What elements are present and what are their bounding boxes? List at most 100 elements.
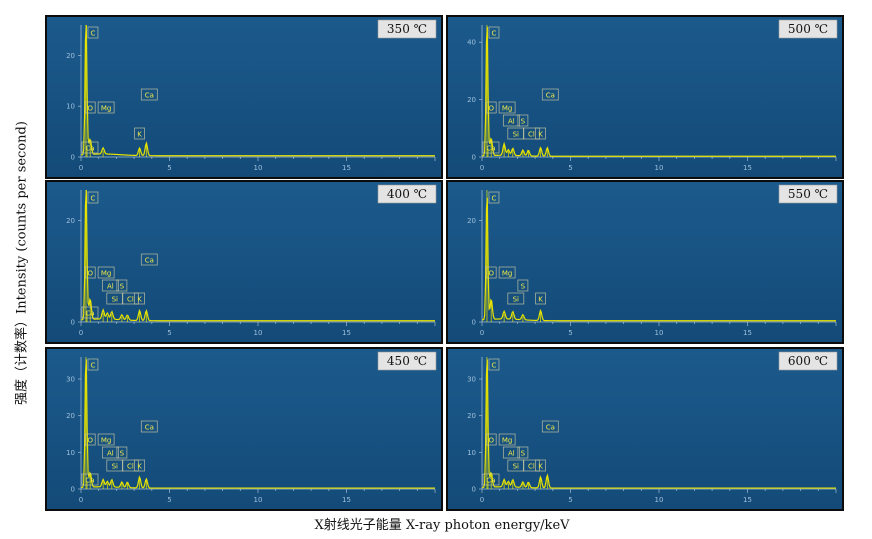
x-tick-label: 5 <box>568 164 572 172</box>
y-tick-label: 10 <box>66 103 75 111</box>
element-tag-o: O <box>87 270 93 278</box>
spectrum-panel: 0 5 10 15 0 20 C O Mg SiS K 550 ℃ <box>446 180 844 344</box>
element-tag-box <box>502 446 520 459</box>
element-tag-box <box>87 358 99 371</box>
temperature-label: 500 ℃ <box>788 22 828 36</box>
y-tick-label: 0 <box>472 319 476 327</box>
x-tick-label: 10 <box>254 329 263 337</box>
element-tag-box <box>485 433 497 446</box>
element-tag-al: Al <box>107 283 114 291</box>
element-tag-box <box>121 292 139 305</box>
spectrum-line <box>481 197 836 322</box>
element-tag-box <box>522 459 540 472</box>
element-tag-o: O <box>488 105 494 113</box>
x-tick-label: 0 <box>79 496 83 504</box>
element-tag-ca: Ca <box>85 477 94 485</box>
y-tick-label: 20 <box>467 96 476 104</box>
element-tag-box <box>517 279 529 292</box>
y-tick-label: 30 <box>467 376 476 384</box>
temperature-box <box>778 184 838 204</box>
x-tick-label: 5 <box>568 496 572 504</box>
element-tag-si: Si <box>513 131 519 139</box>
element-tag-s: S <box>120 283 125 291</box>
element-tag-al: Al <box>107 450 114 458</box>
x-tick-label: 15 <box>342 164 351 172</box>
element-tag-cl: Cl <box>528 463 535 471</box>
element-tag-k: K <box>538 131 543 139</box>
y-tick-label: 0 <box>472 486 476 494</box>
element-tag-box <box>488 26 500 39</box>
element-tag-s: S <box>521 118 526 126</box>
element-tag-box <box>116 446 128 459</box>
element-tag-cl: Cl <box>127 463 134 471</box>
x-tick-label: 5 <box>167 496 171 504</box>
element-tag-box <box>507 292 525 305</box>
element-tag-box <box>81 473 99 486</box>
element-tag-box <box>97 266 115 279</box>
element-tag-mg: Mg <box>101 437 111 445</box>
spectrum-line <box>481 359 836 489</box>
x-tick-label: 15 <box>342 329 351 337</box>
x-tick-label: 0 <box>79 329 83 337</box>
y-tick-label: 0 <box>71 154 75 162</box>
temperature-box <box>377 351 437 371</box>
panel-background <box>47 182 441 342</box>
y-tick-label: 0 <box>71 319 75 327</box>
element-tag-box <box>87 26 99 39</box>
element-tag-ca: Ca <box>85 310 94 318</box>
spectrum-line <box>80 24 435 157</box>
element-tag-k: K <box>137 296 142 304</box>
spectrum-line <box>481 26 836 157</box>
x-tick-label: 0 <box>480 164 484 172</box>
element-tag-box <box>106 459 124 472</box>
element-tag-box <box>507 459 525 472</box>
spectrum-line <box>80 359 435 489</box>
x-tick-label: 15 <box>342 496 351 504</box>
temperature-label: 550 ℃ <box>788 187 828 201</box>
element-tag-box <box>507 127 525 140</box>
element-tag-cl: Cl <box>528 131 535 139</box>
element-tag-mg: Mg <box>101 105 111 113</box>
element-tag-o: O <box>87 105 93 113</box>
element-tag-box <box>482 141 500 154</box>
x-tick-label: 10 <box>655 496 664 504</box>
element-tag-ca: Ca <box>85 145 94 153</box>
element-tag-c: C <box>91 30 96 38</box>
element-tag-box <box>482 473 500 486</box>
spectrum-line <box>80 189 435 322</box>
element-tag-box <box>535 459 546 472</box>
y-tick-label: 20 <box>66 52 75 60</box>
element-tag-box <box>485 266 497 279</box>
element-tag-box <box>535 292 546 305</box>
element-tag-box <box>522 127 540 140</box>
x-axis-label: X射线光子能量 X-ray photon energy/keV <box>314 518 570 533</box>
x-tick-label: 15 <box>743 329 752 337</box>
element-tag-box <box>134 292 145 305</box>
element-tag-c: C <box>492 362 497 370</box>
element-tag-box <box>106 292 124 305</box>
y-tick-label: 0 <box>71 486 75 494</box>
y-tick-label: 20 <box>467 412 476 420</box>
x-tick-label: 10 <box>254 496 263 504</box>
temperature-box <box>778 351 838 371</box>
y-tick-label: 20 <box>467 217 476 225</box>
element-tag-box <box>101 446 119 459</box>
element-tag-si: Si <box>513 296 519 304</box>
element-tag-box <box>116 279 128 292</box>
element-tag-ca: Ca <box>145 257 154 265</box>
element-tag-cl: Cl <box>127 296 134 304</box>
element-tag-box <box>535 127 546 140</box>
element-tag-box <box>84 266 96 279</box>
element-tag-box <box>517 446 529 459</box>
element-tag-si: Si <box>513 463 519 471</box>
temperature-label: 400 ℃ <box>387 187 427 201</box>
y-tick-label: 20 <box>66 412 75 420</box>
element-tag-box <box>498 266 516 279</box>
element-tag-box <box>87 191 99 204</box>
element-tag-box <box>541 420 559 433</box>
element-tag-box <box>498 101 516 114</box>
element-tag-box <box>134 459 145 472</box>
